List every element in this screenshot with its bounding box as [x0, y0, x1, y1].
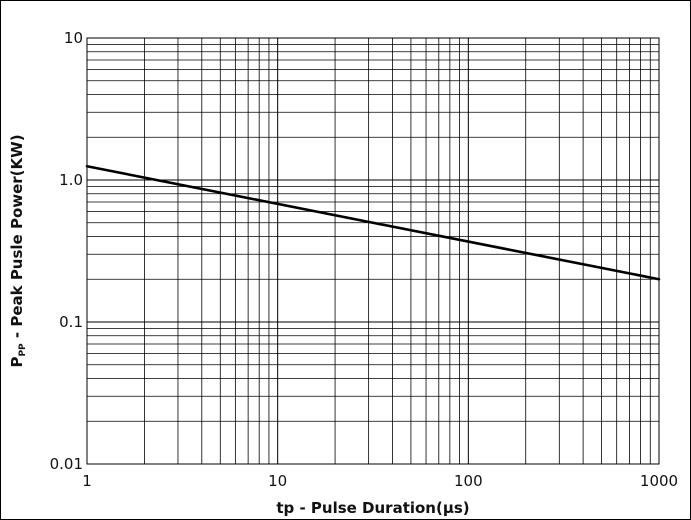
y-axis-title-subscript: PP [18, 343, 28, 357]
series-group [85, 164, 661, 281]
x-tick-label: 1 [82, 472, 92, 490]
grid-lines [86, 38, 659, 465]
x-axis-title: tp - Pulse Duration(μs) [276, 499, 469, 517]
plot-area-border [86, 37, 660, 465]
x-tick-labels: 1 10 100 1000 [82, 472, 678, 490]
y-tick-label: 0.01 [50, 455, 83, 473]
y-tick-label: 0.1 [59, 313, 83, 331]
y-axis-title-rest: - Peak Pusle Power(KW) [8, 134, 26, 343]
x-tick-label: 100 [454, 472, 483, 490]
y-axis-title-main: P [8, 357, 26, 368]
y-axis-title: PPP - Peak Pusle Power(KW) [8, 134, 28, 367]
y-tick-label: 1.0 [59, 171, 83, 189]
x-tick-label: 1000 [640, 472, 678, 490]
y-tick-label: 10 [64, 29, 83, 47]
series-line [85, 164, 661, 281]
y-tick-labels: 10 1.0 0.1 0.01 [50, 29, 83, 473]
x-tick-label: 10 [268, 472, 287, 490]
